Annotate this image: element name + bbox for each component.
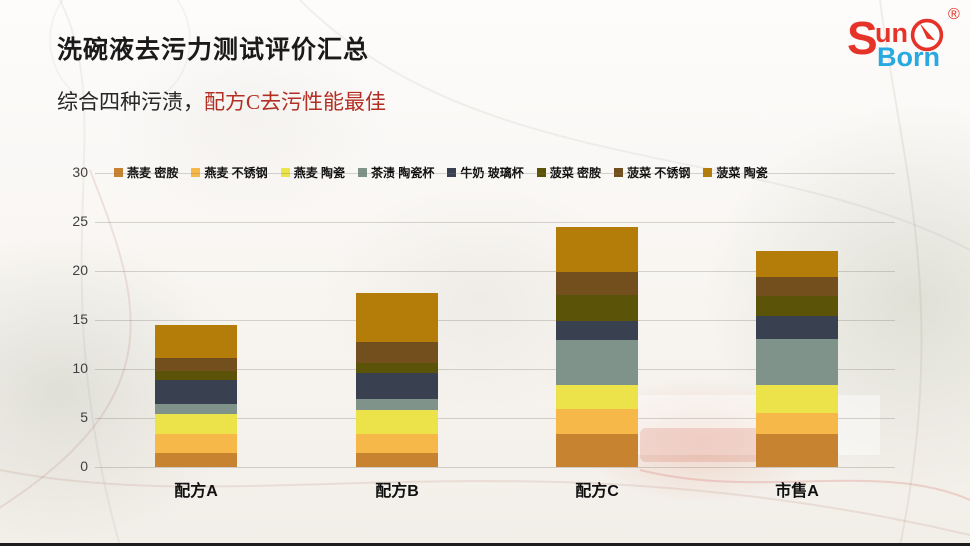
legend-item: 牛奶 玻璃杯 bbox=[447, 164, 524, 181]
y-axis-tick-10: 10 bbox=[72, 360, 88, 376]
legend-swatch bbox=[703, 168, 713, 177]
legend-label: 菠菜 密胺 bbox=[549, 166, 602, 180]
bar-segment bbox=[556, 384, 638, 410]
bar-segment bbox=[155, 414, 237, 434]
y-axis-tick-20: 20 bbox=[72, 262, 88, 278]
gridline-10 bbox=[95, 369, 895, 370]
bar-segment bbox=[756, 251, 838, 277]
legend-swatch bbox=[536, 168, 546, 177]
bar-segment bbox=[155, 324, 237, 359]
bar-segment bbox=[155, 433, 237, 454]
bar-segment bbox=[556, 226, 638, 272]
bar-segment bbox=[356, 363, 438, 373]
legend-item: 燕麦 密胺 bbox=[114, 164, 178, 181]
bar-segment bbox=[356, 292, 438, 342]
legend-swatch bbox=[358, 168, 368, 177]
legend-label: 燕麦 密胺 bbox=[127, 166, 179, 180]
gridline-30 bbox=[95, 173, 895, 174]
bar-segment bbox=[556, 320, 638, 340]
bottom-accent-bar bbox=[0, 543, 970, 546]
logo-sun-text: un bbox=[875, 18, 908, 48]
legend-label: 燕麦 不锈钢 bbox=[204, 166, 268, 180]
bar-segment bbox=[356, 399, 438, 411]
bar-segment bbox=[556, 433, 638, 467]
bar-segment bbox=[756, 413, 838, 434]
legend-item: 茶渍 陶瓷杯 bbox=[358, 164, 434, 181]
bar-segment bbox=[756, 433, 838, 467]
bar-segment bbox=[556, 294, 638, 321]
legend-swatch bbox=[614, 168, 624, 177]
bar-segment bbox=[155, 404, 237, 415]
legend-item: 菠菜 不锈钢 bbox=[614, 164, 690, 181]
legend-item: 燕麦 不锈钢 bbox=[191, 164, 268, 181]
legend-label: 茶渍 陶瓷杯 bbox=[371, 166, 435, 180]
bar-segment bbox=[756, 338, 838, 385]
subtitle-highlight: 配方C去污性能最佳 bbox=[204, 90, 387, 114]
legend-swatch bbox=[280, 168, 290, 177]
legend-swatch bbox=[447, 168, 457, 177]
bar-segment bbox=[155, 379, 237, 405]
gridline-0 bbox=[95, 467, 895, 468]
gridline-20 bbox=[95, 271, 895, 272]
x-axis-label-配方B: 配方B bbox=[375, 483, 419, 500]
y-axis-tick-30: 30 bbox=[72, 164, 88, 180]
bar-segment bbox=[556, 339, 638, 385]
legend-label: 菠菜 不锈钢 bbox=[627, 166, 691, 180]
legend-label: 牛奶 玻璃杯 bbox=[460, 166, 524, 180]
bar-segment bbox=[155, 453, 237, 467]
chart-legend: 燕麦 密胺 燕麦 不锈钢 燕麦 陶瓷 茶渍 陶瓷杯 牛奶 玻璃杯 菠菜 密胺 菠菜 不锈钢 菠… bbox=[114, 164, 904, 181]
bar-segment bbox=[756, 316, 838, 339]
bar-segment bbox=[756, 296, 838, 317]
registered-mark: ® bbox=[948, 6, 960, 23]
bar-segment bbox=[155, 370, 237, 380]
sunborn-logo: S un ® Born bbox=[847, 6, 965, 74]
page-title: 洗碗液去污力测试评价汇总 bbox=[57, 36, 370, 64]
legend-label: 燕麦 陶瓷 bbox=[293, 166, 346, 180]
gridline-5 bbox=[95, 418, 895, 419]
bar-segment bbox=[356, 372, 438, 400]
x-axis-label-配方A: 配方A bbox=[174, 483, 218, 500]
y-axis-tick-5: 5 bbox=[80, 409, 88, 425]
subtitle-plain: 综合四种污渍， bbox=[57, 90, 204, 114]
gridline-15 bbox=[95, 320, 895, 321]
bar-segment bbox=[356, 410, 438, 434]
x-axis-label-配方C: 配方C bbox=[575, 483, 619, 500]
legend-label: 菠菜 陶瓷 bbox=[716, 166, 768, 180]
legend-item: 菠菜 陶瓷 bbox=[703, 164, 768, 181]
logo-born-text: Born bbox=[877, 42, 940, 72]
bar-segment bbox=[556, 271, 638, 295]
y-axis-tick-15: 15 bbox=[72, 311, 88, 327]
bar-segment bbox=[556, 409, 638, 434]
bar-segment bbox=[356, 433, 438, 454]
x-axis-label-市售A: 市售A bbox=[775, 483, 819, 500]
y-axis-tick-0: 0 bbox=[80, 458, 88, 474]
bar-segment bbox=[356, 341, 438, 364]
bar-segment bbox=[356, 453, 438, 467]
gridline-25 bbox=[95, 222, 895, 223]
bar-segment bbox=[756, 276, 838, 297]
legend-item: 菠菜 密胺 bbox=[536, 164, 602, 181]
logo-letter-s: S bbox=[847, 12, 878, 64]
bar-segment bbox=[756, 384, 838, 414]
legend-swatch bbox=[114, 168, 123, 177]
legend-item: 燕麦 陶瓷 bbox=[280, 164, 346, 181]
sundial-circle-icon bbox=[910, 18, 944, 52]
subtitle: 综合四种污渍，配方C去污性能最佳 bbox=[57, 86, 386, 116]
y-axis-tick-25: 25 bbox=[72, 213, 88, 229]
legend-swatch bbox=[191, 168, 201, 177]
bar-segment bbox=[155, 358, 237, 371]
